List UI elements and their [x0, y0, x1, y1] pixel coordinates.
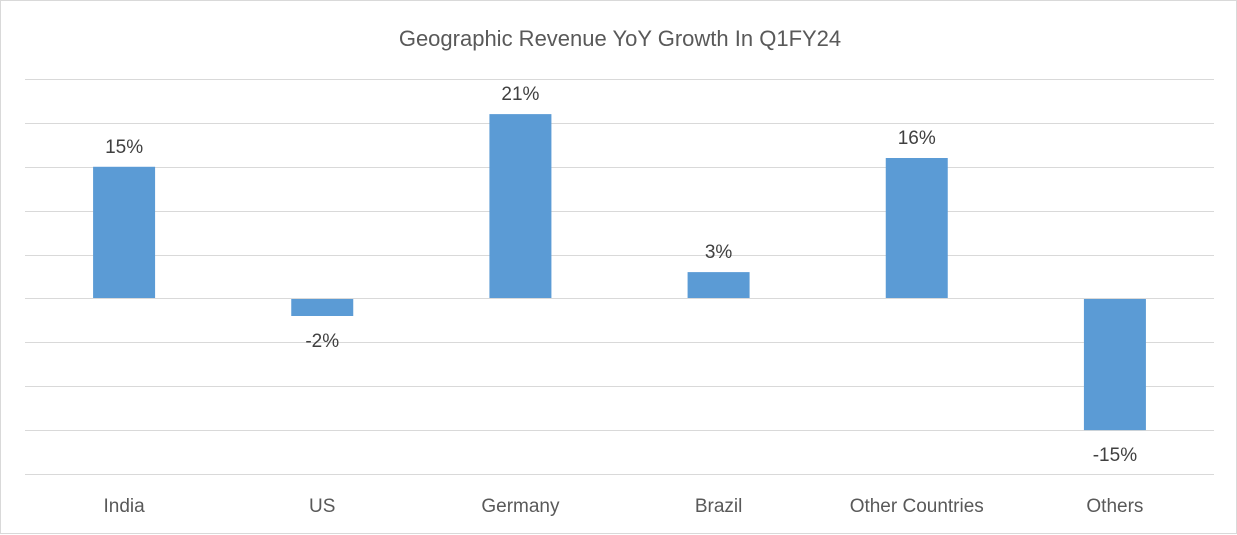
x-tick-label: Brazil — [695, 496, 743, 517]
bar-others — [1083, 298, 1146, 431]
x-tick-label: Others — [1086, 496, 1143, 517]
x-tick-label: US — [309, 496, 335, 517]
chart-title: Geographic Revenue YoY Growth In Q1FY24 — [399, 26, 841, 51]
data-labels: 15% -2% 21% 3% 16% -15% — [105, 84, 1137, 466]
data-label: -2% — [305, 331, 339, 352]
x-axis: India US Germany Brazil Other Countries Other… — [25, 298, 1214, 517]
x-tick-label: India — [103, 496, 145, 517]
bar-us — [291, 298, 354, 316]
gridlines — [25, 79, 1214, 475]
data-label: -15% — [1093, 445, 1137, 466]
data-label: 3% — [705, 242, 733, 263]
bar-other-countries — [885, 158, 948, 299]
bar-germany — [489, 114, 552, 299]
data-label: 15% — [105, 137, 143, 158]
bar-brazil — [687, 272, 750, 299]
bar-india — [93, 166, 156, 299]
x-tick-label: Other Countries — [850, 496, 984, 517]
data-label: 21% — [501, 84, 539, 105]
x-tick-label: Germany — [481, 496, 560, 517]
bars — [93, 114, 1146, 431]
data-label: 16% — [898, 128, 936, 149]
